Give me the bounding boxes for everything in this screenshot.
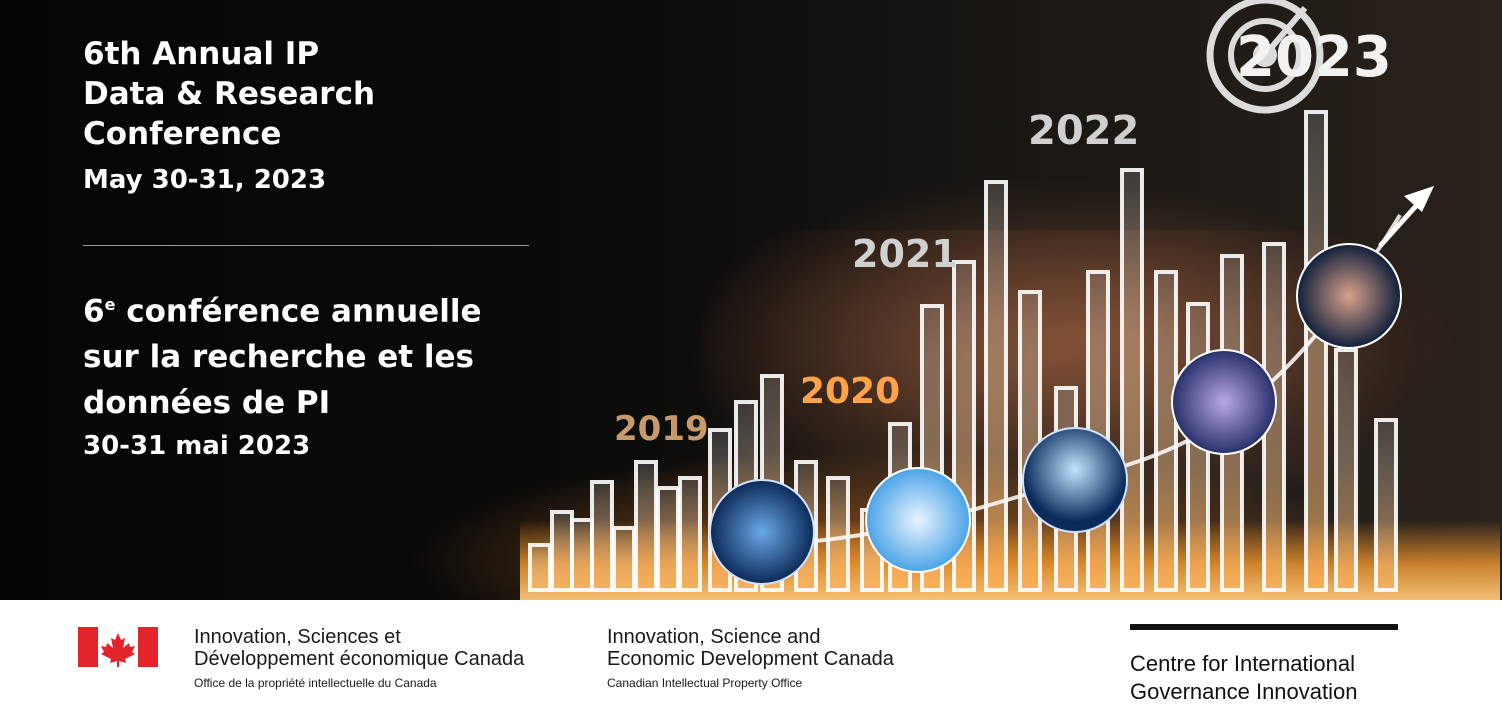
agency-fr-line3: Office de la propriété intellectuelle du… xyxy=(194,676,437,690)
cigi-line2: Governance Innovation xyxy=(1130,679,1358,704)
decor-bar xyxy=(984,180,1008,592)
agency-en-line1: Innovation, Science and xyxy=(607,626,821,648)
title-en-line1: 6th Annual IP xyxy=(83,36,320,72)
title-english: 6th Annual IP Data & Research Conference… xyxy=(83,34,375,198)
target-icon xyxy=(1206,0,1324,114)
network-icon xyxy=(865,467,971,573)
decor-bar xyxy=(1374,418,1398,592)
title-fr-ordinal-sup: e xyxy=(104,295,116,314)
decor-bar xyxy=(656,486,680,592)
decor-bar xyxy=(1304,110,1328,592)
agency-english: Innovation, Science and Economic Develop… xyxy=(607,626,894,692)
decor-bar xyxy=(590,480,614,592)
city-night-icon xyxy=(1171,349,1277,455)
canada-flag-icon xyxy=(78,627,158,667)
cigi-logo-bar xyxy=(1130,624,1398,630)
growth-arrow-icon xyxy=(1378,186,1434,248)
tech-hand-icon xyxy=(1296,243,1402,349)
lightbulb-icon xyxy=(1022,427,1128,533)
footer xyxy=(0,600,1502,727)
title-fr-ordinal: 6 xyxy=(83,293,105,330)
year-label-2023: 2023 xyxy=(1236,25,1392,90)
agency-fr-line2: Développement économique Canada xyxy=(194,648,525,670)
cigi-line1: Centre for International xyxy=(1130,651,1356,676)
hero-banner: 2019 2020 2021 2022 2023 6th Annual IP D… xyxy=(0,0,1502,600)
title-fr-line1-rest: conférence annuelle xyxy=(115,293,482,330)
cigi-logo-text: Centre for International Governance Inno… xyxy=(1130,650,1358,706)
agency-french: Innovation, Sciences et Développement éc… xyxy=(194,626,524,692)
title-en-line2: Data & Research xyxy=(83,76,376,112)
year-label-2020: 2020 xyxy=(800,371,900,412)
agency-en-line3: Canadian Intellectual Property Office xyxy=(607,676,803,690)
date-english: May 30-31, 2023 xyxy=(83,165,327,195)
title-fr-line2: sur la recherche et les xyxy=(83,339,475,376)
decor-bar xyxy=(550,510,574,592)
agency-fr-line1: Innovation, Sciences et xyxy=(194,626,401,648)
decor-bar xyxy=(1018,290,1042,592)
decor-bar xyxy=(678,476,702,592)
agency-en-line2: Economic Development Canada xyxy=(607,648,894,670)
city-icon xyxy=(709,479,815,585)
year-label-2021: 2021 xyxy=(852,232,958,276)
decor-bar xyxy=(634,460,658,592)
year-label-2019: 2019 xyxy=(614,409,709,449)
decor-bar xyxy=(1154,270,1178,592)
decor-bar xyxy=(570,518,594,592)
decor-bar xyxy=(1334,348,1358,592)
title-en-line3: Conference xyxy=(83,116,282,152)
decor-bar xyxy=(826,476,850,592)
title-fr-line1: 6e conférence annuelle xyxy=(83,282,482,334)
decor-bar xyxy=(612,526,636,592)
title-fr-line3: données de PI xyxy=(83,385,331,422)
bar-chart-graphic: 2019 2020 2021 2022 2023 xyxy=(528,0,1434,592)
decor-bar xyxy=(528,543,552,592)
title-divider xyxy=(83,245,529,246)
decor-bar xyxy=(1120,168,1144,592)
date-french: 30-31 mai 2023 xyxy=(83,431,311,462)
year-label-2022: 2022 xyxy=(1028,108,1139,154)
title-french: 6e conférence annuelle sur la recherche … xyxy=(83,282,482,464)
